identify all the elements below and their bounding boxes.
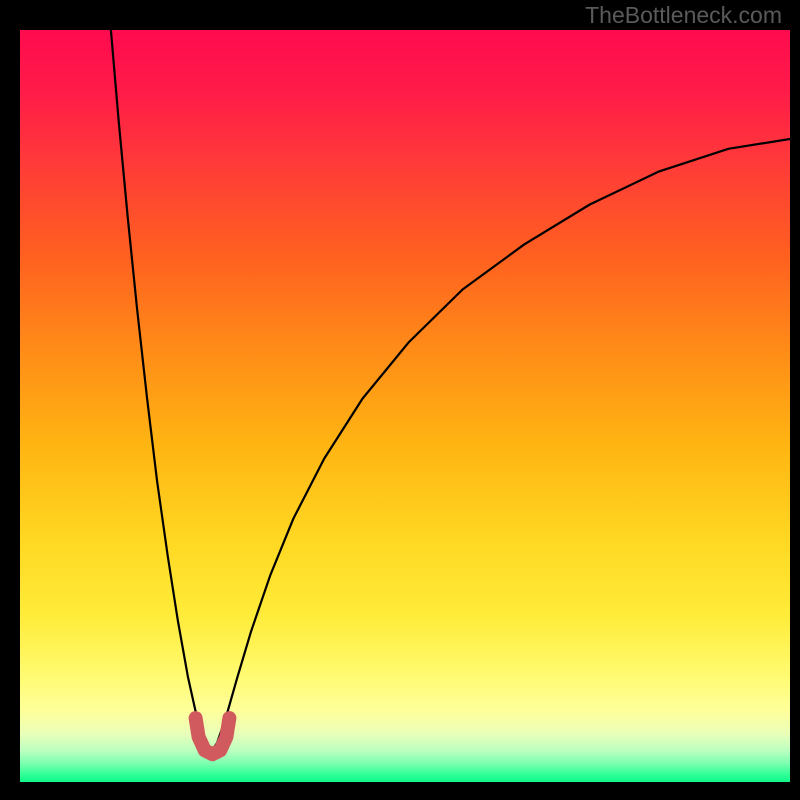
chart-container: TheBottleneck.com	[0, 0, 800, 800]
bottleneck-chart	[0, 0, 800, 800]
chart-background	[20, 30, 790, 782]
watermark-text: TheBottleneck.com	[585, 2, 782, 29]
